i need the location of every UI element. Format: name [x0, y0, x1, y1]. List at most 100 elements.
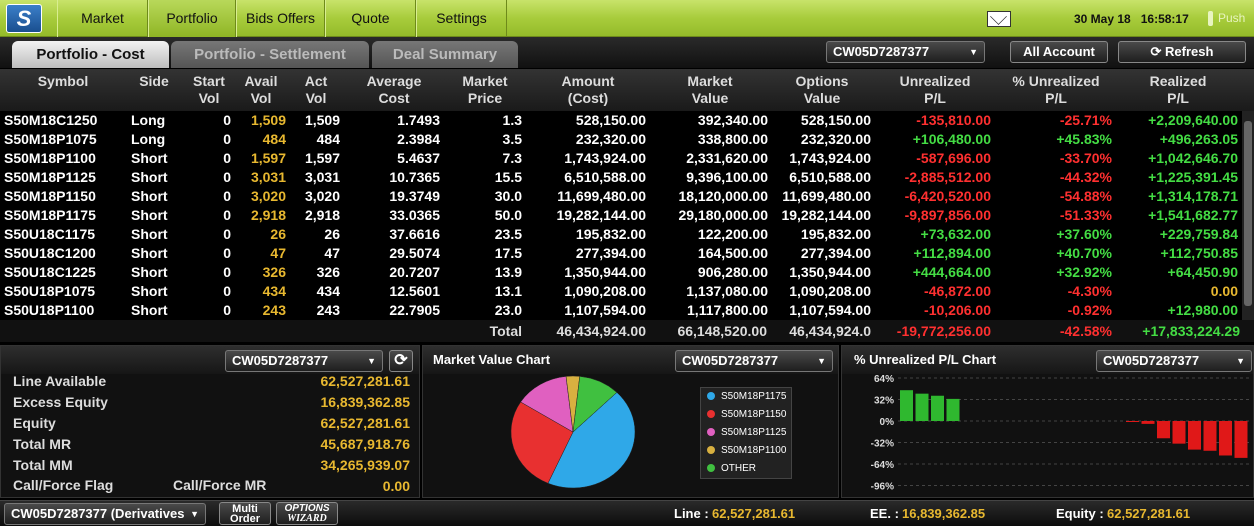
tab-portfolio-cost[interactable]: Portfolio - Cost — [12, 41, 169, 68]
table-cell: 232,320.00 — [575, 131, 646, 147]
push-indicator-icon — [1208, 11, 1213, 26]
nav-portfolio[interactable]: Portfolio — [148, 0, 236, 37]
nav-bids-offers[interactable]: Bids Offers — [236, 0, 325, 37]
table-cell: -6,420,520.00 — [904, 188, 991, 204]
pl-chart-account-select[interactable]: CW05D7287377 ▼ — [1096, 350, 1252, 372]
table-cell: -44.32% — [1059, 169, 1112, 185]
date: 30 May 18 — [1074, 12, 1131, 26]
table-cell: S50M18P1175 — [4, 207, 96, 223]
nav-quote[interactable]: Quote — [325, 0, 416, 37]
table-cell: -9,897,856.00 — [904, 207, 991, 223]
mail-icon[interactable] — [987, 11, 1011, 27]
total-label: Total — [489, 323, 522, 339]
options-wizard-button[interactable]: OPTIONS WIZARD — [276, 502, 338, 525]
column-header-line2: P/L — [1167, 90, 1189, 106]
column-header[interactable]: Act Vol — [296, 73, 336, 107]
column-header[interactable]: Options Value — [770, 73, 874, 107]
column-header[interactable]: Side — [110, 73, 198, 90]
table-cell: 13.9 — [494, 264, 522, 280]
table-row[interactable]: S50M18P1175 Short 0 2,918 2,918 33.0365 50.0 19… — [0, 206, 1242, 225]
table-row[interactable]: S50M18P1075 Long 0 484 484 2.3984 3.5 232,320.0… — [0, 130, 1242, 149]
column-header[interactable]: Avail Vol — [236, 73, 286, 107]
table-cell: Long — [131, 131, 166, 147]
table-row[interactable]: S50M18P1100 Short 0 1,597 1,597 5.4637 7.3 1,74… — [0, 149, 1242, 168]
column-header-line1: Options — [795, 73, 849, 89]
table-cell: 164,500.00 — [697, 245, 768, 261]
table-cell: 1,743,924.00 — [564, 150, 646, 166]
table-cell: 0 — [223, 283, 231, 299]
tab-deal-summary[interactable]: Deal Summary — [372, 41, 518, 68]
table-row[interactable]: S50U18C1175 Short 0 26 26 37.6616 23.5 195,832.… — [0, 225, 1242, 244]
table-cell: S50U18P1100 — [4, 302, 95, 318]
table-cell: S50U18P1075 — [4, 283, 96, 299]
push-label[interactable]: Push — [1218, 11, 1246, 25]
table-cell: -54.88% — [1059, 188, 1112, 204]
panel-refresh-icon[interactable]: ⟳ — [389, 350, 413, 372]
total-options-value: 46,434,924.0 — [789, 323, 871, 339]
column-header[interactable]: Market Price — [440, 73, 530, 107]
table-cell: 0 — [223, 169, 231, 185]
mv-chart-account-select[interactable]: CW05D7287377 ▼ — [675, 350, 833, 372]
chevron-down-icon: ▼ — [367, 356, 376, 366]
table-cell: 29,180,000.00 — [678, 207, 768, 223]
table-row[interactable]: S50M18P1150 Short 0 3,020 3,020 19.3749 30.0 11… — [0, 187, 1242, 206]
datetime: 30 May 18 16:58:17 — [1074, 12, 1189, 26]
legend-item: S50M18P1175 — [707, 391, 786, 402]
table-cell: 1,350,944.00 — [564, 264, 646, 280]
table-cell: 1,117,800.00 — [687, 302, 768, 318]
table-cell: 19,282,144.00 — [556, 207, 646, 223]
nav-settings[interactable]: Settings — [416, 0, 507, 37]
pie-slice — [572, 376, 618, 433]
table-scrollbar[interactable] — [1242, 111, 1254, 322]
bottom-account-select[interactable]: CW05D7287377 (Derivatives ▼ — [4, 503, 206, 525]
panel-account-select[interactable]: CW05D7287377 ▼ — [225, 350, 383, 372]
column-header[interactable]: % Unrealized P/L — [996, 73, 1116, 107]
account-item-label: Total MR — [13, 436, 72, 452]
y-tick-label: 32% — [874, 396, 894, 407]
nav-market[interactable]: Market — [57, 0, 148, 37]
table-cell: +112,750.85 — [1160, 245, 1238, 261]
scrollbar-thumb[interactable] — [1244, 121, 1252, 306]
equity-label: Equity : — [1056, 506, 1104, 521]
all-account-button[interactable]: All Account — [1010, 41, 1108, 63]
refresh-button[interactable]: ⟳ Refresh — [1118, 41, 1246, 63]
column-header-line2: P/L — [924, 90, 946, 106]
table-row[interactable]: S50U18P1075 Short 0 434 434 12.5601 13.1 1,090,… — [0, 282, 1242, 301]
chevron-down-icon: ▼ — [817, 356, 826, 366]
legend-label: OTHER — [721, 463, 756, 474]
table-row[interactable]: S50U18P1100 Short 0 243 243 22.7905 23.0 1,107,… — [0, 301, 1242, 320]
tab-portfolio-settlement[interactable]: Portfolio - Settlement — [171, 41, 369, 68]
options-wizard-line1: OPTIONS — [284, 503, 330, 514]
column-header-line1: Average — [366, 73, 422, 89]
table-cell: S50U18C1175 — [4, 226, 96, 242]
account-select[interactable]: CW05D7287377 ▼ — [826, 41, 985, 63]
column-header[interactable]: Unrealized P/L — [876, 73, 994, 107]
table-row[interactable]: S50U18C1200 Short 0 47 47 29.5074 17.5 277,394.… — [0, 244, 1242, 263]
table-cell: +1,042,646.70 — [1148, 150, 1238, 166]
table-row[interactable]: S50M18P1125 Short 0 3,031 3,031 10.7365 15.5 6,… — [0, 168, 1242, 187]
table-row[interactable]: S50U18C1225 Short 0 326 326 20.7207 13.9 1,350,… — [0, 263, 1242, 282]
table-row[interactable]: S50M18C1250 Long 0 1,509 1,509 1.7493 1.3 528,1… — [0, 111, 1242, 130]
chevron-down-icon: ▼ — [190, 509, 199, 519]
portfolio-table-header: Symbol Side Start Vol Avail Vol Act Vol Average C… — [0, 69, 1254, 111]
multi-order-button[interactable]: Multi Order — [219, 502, 271, 525]
column-header[interactable]: Amount (Cost) — [530, 73, 646, 107]
table-cell: 0 — [223, 245, 231, 261]
table-cell: 1,107,594.00 — [564, 302, 646, 318]
column-header[interactable]: Average Cost — [344, 73, 444, 107]
column-header-line2: P/L — [1045, 90, 1067, 106]
table-cell: 19,282,144.00 — [781, 207, 871, 223]
mv-chart-select-value: CW05D7287377 — [682, 353, 779, 368]
pl-bar-negative — [1126, 421, 1139, 422]
column-header[interactable]: Start Vol — [186, 73, 232, 107]
table-cell: 13.1 — [494, 283, 522, 299]
table-cell: 9,396,100.00 — [686, 169, 768, 185]
legend-swatch — [707, 446, 715, 455]
column-header[interactable]: Market Value — [650, 73, 770, 107]
call-force-mr-label: Call/Force MR — [173, 477, 267, 493]
column-header[interactable]: Realized P/L — [1116, 73, 1240, 107]
table-cell: -25.71% — [1059, 112, 1112, 128]
column-header[interactable]: Symbol — [0, 73, 126, 90]
refresh-icon: ⟳ — [1150, 44, 1162, 59]
account-item-label: Equity — [13, 415, 56, 431]
